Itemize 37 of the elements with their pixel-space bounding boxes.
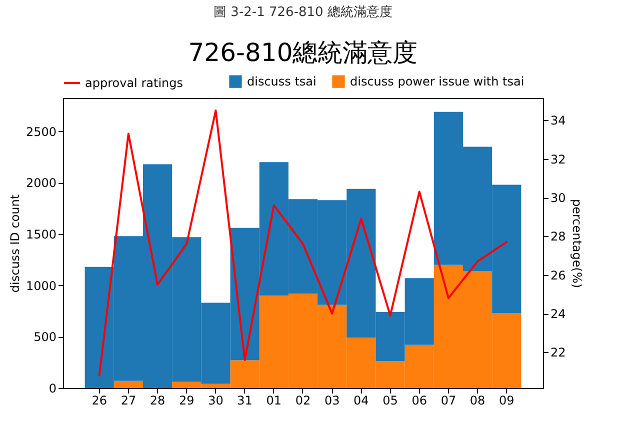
x-tick-label: 02 bbox=[295, 394, 311, 408]
y-tick-label: 2500 bbox=[26, 124, 56, 139]
x-tick-label: 30 bbox=[208, 394, 224, 408]
x-tick-label: 03 bbox=[324, 394, 340, 408]
x-tick-label: 06 bbox=[412, 394, 428, 408]
x-tick-label: 28 bbox=[150, 394, 166, 408]
legend-label: discuss tsai bbox=[247, 74, 316, 89]
x-tick-label: 05 bbox=[382, 394, 398, 408]
y2-tick-label: 34 bbox=[550, 114, 566, 128]
x-tick-label: 07 bbox=[440, 394, 456, 408]
x-tick-label: 01 bbox=[266, 394, 282, 408]
legend-label: approval ratings bbox=[85, 76, 184, 90]
caption: 圖 3-2-1 726-810 總統滿意度 bbox=[214, 4, 392, 20]
y2-tick-label: 30 bbox=[550, 191, 566, 206]
chart-title: 726-810總統滿意度 bbox=[188, 38, 418, 67]
x-tick-label: 09 bbox=[498, 394, 514, 408]
y2-tick-label: 32 bbox=[550, 152, 566, 166]
y-tick-label: 1000 bbox=[26, 278, 56, 293]
legend-label: discuss power issue with tsai bbox=[350, 74, 524, 89]
y2-axis-title: percentage(%) bbox=[570, 198, 584, 288]
y-tick-label: 2000 bbox=[26, 176, 56, 190]
y2-tick-label: 26 bbox=[550, 268, 566, 282]
y-tick-label: 0 bbox=[48, 382, 56, 396]
x-tick-label: 08 bbox=[470, 394, 486, 408]
x-tick-label: 04 bbox=[354, 394, 369, 408]
x-tick-label: 29 bbox=[178, 394, 194, 408]
y2-tick-label: 22 bbox=[550, 346, 566, 360]
y-tick-label: 500 bbox=[34, 330, 56, 344]
bar bbox=[114, 380, 143, 388]
y2-tick-label: 24 bbox=[550, 307, 566, 322]
x-tick-label: 31 bbox=[237, 394, 252, 408]
x-tick-label: 27 bbox=[120, 394, 136, 408]
y2-tick-label: 28 bbox=[550, 230, 566, 244]
x-tick-label: 26 bbox=[92, 394, 108, 408]
y-tick-label: 1500 bbox=[26, 228, 56, 242]
y-axis-title: discuss ID count bbox=[8, 194, 22, 293]
line-series bbox=[98, 110, 508, 376]
